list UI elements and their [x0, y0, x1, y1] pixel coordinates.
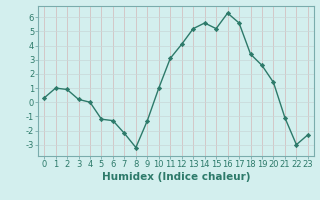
X-axis label: Humidex (Indice chaleur): Humidex (Indice chaleur) [102, 172, 250, 182]
